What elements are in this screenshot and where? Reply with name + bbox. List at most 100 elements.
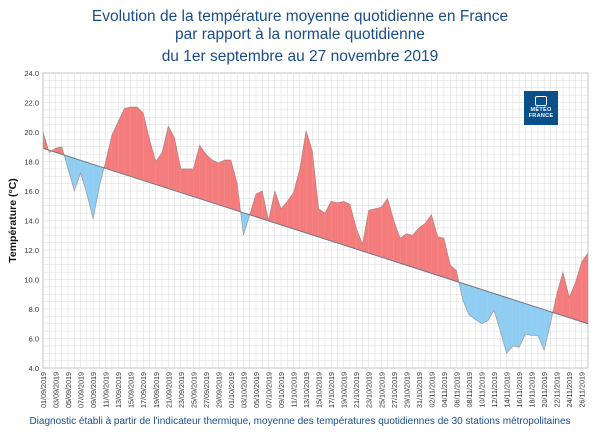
area-above-normal — [205, 154, 213, 203]
logo-emblem-icon — [535, 96, 547, 106]
x-tick-label: 13/10/2019 — [302, 372, 311, 408]
area-above-normal — [324, 201, 332, 242]
x-tick-label: 29/10/2019 — [402, 372, 411, 408]
x-tick-label: 20/11/2019 — [540, 372, 549, 407]
x-tick-label: 11/09/2019 — [102, 372, 111, 407]
x-tick-label: 03/09/2019 — [52, 372, 61, 408]
x-tick-label: 14/11/2019 — [503, 372, 512, 407]
area-above-normal — [187, 168, 194, 197]
area-above-normal — [418, 223, 426, 272]
area-above-normal — [450, 264, 457, 282]
x-tick-label: 01/09/2019 — [39, 372, 48, 408]
area-above-normal — [375, 207, 382, 258]
area-above-normal — [149, 139, 156, 185]
area-below-normal — [462, 283, 469, 315]
x-tick-label: 24/11/2019 — [565, 372, 574, 407]
area-below-normal — [506, 297, 513, 354]
normal-line — [42, 147, 589, 325]
area-above-normal — [381, 198, 388, 260]
x-tick-label: 19/09/2019 — [152, 372, 161, 408]
x-tick-label: 29/09/2019 — [214, 372, 223, 408]
area-above-normal — [406, 233, 413, 268]
x-tick-label: 18/11/2019 — [528, 372, 537, 407]
x-tick-label: 27/09/2019 — [202, 372, 211, 408]
area-above-normal — [556, 272, 563, 316]
y-tick-label: 10.0 — [24, 276, 39, 285]
chart-title-line-2: par rapport à la normale quotidienne — [175, 26, 425, 43]
temperature-series-line — [42, 106, 589, 354]
area-above-normal — [299, 130, 307, 233]
area-above-normal — [362, 210, 369, 254]
area-above-normal — [569, 282, 576, 320]
y-tick-label: 4.0 — [29, 364, 39, 373]
area-above-normal — [443, 238, 451, 280]
x-tick-label: 15/09/2019 — [127, 372, 136, 408]
chart-subtitle-dates: du 1er septembre au 27 novembre 2019 — [161, 48, 439, 65]
x-tick-label: 25/09/2019 — [189, 372, 198, 408]
logo-text-line-1: MÉTÉO — [530, 107, 552, 113]
area-below-normal — [475, 287, 482, 324]
area-above-normal — [174, 137, 181, 193]
area-above-normal — [312, 151, 319, 237]
x-tick-label: 13/09/2019 — [114, 372, 123, 408]
area-above-normal — [562, 272, 570, 318]
x-tick-label: 04/11/2019 — [440, 372, 449, 407]
area-above-normal — [199, 145, 206, 201]
x-tick-label: 27/10/2019 — [390, 372, 399, 408]
area-above-normal — [387, 198, 394, 262]
area-below-normal — [544, 309, 551, 351]
x-tick-label: 11/10/2019 — [290, 372, 299, 407]
x-tick-label: 26/11/2019 — [578, 372, 587, 407]
area-above-normal — [105, 134, 112, 171]
chart-footer-note: Diagnostic établi à partir de l'indicate… — [29, 416, 571, 427]
area-above-normal — [162, 126, 169, 189]
area-below-normal — [481, 289, 488, 324]
y-tick-label: 22.0 — [24, 99, 39, 108]
area-below-normal — [494, 293, 501, 332]
area-above-normal — [337, 201, 344, 246]
area-above-normal — [143, 112, 150, 183]
y-axis-title: Température (°C) — [7, 178, 19, 263]
area-above-normal — [180, 168, 188, 195]
x-tick-label: 22/11/2019 — [553, 372, 562, 407]
area-below-normal — [468, 285, 476, 320]
area-above-normal — [193, 145, 200, 199]
area-below-normal — [74, 158, 81, 191]
x-tick-label: 02/11/2019 — [427, 372, 436, 407]
area-below-normal — [487, 291, 495, 321]
chart-title-line-1: Evolution de la température moyenne quot… — [91, 8, 509, 25]
x-tick-label: 09/09/2019 — [89, 372, 98, 408]
area-above-normal — [230, 160, 238, 211]
area-below-normal — [525, 303, 532, 336]
area-above-normal — [400, 233, 407, 266]
x-tick-label: 23/10/2019 — [365, 372, 374, 408]
area-above-normal — [168, 126, 175, 191]
x-tick-label: 03/10/2019 — [239, 372, 248, 408]
logo-text-line-2: FRANCE — [528, 113, 554, 119]
area-below-normal — [68, 156, 75, 191]
x-tick-label: 12/11/2019 — [490, 372, 499, 407]
area-above-normal — [155, 152, 163, 187]
x-tick-label: 07/09/2019 — [77, 372, 86, 408]
area-above-normal — [318, 208, 325, 240]
area-above-normal — [118, 108, 125, 175]
meteo-france-logo: MÉTÉO FRANCE — [524, 91, 558, 125]
area-above-normal — [124, 106, 131, 177]
area-above-normal — [356, 227, 363, 252]
y-tick-label: 16.0 — [24, 187, 39, 196]
x-tick-label: 09/10/2019 — [277, 372, 286, 408]
y-tick-label: 20.0 — [24, 128, 39, 137]
area-above-normal — [349, 204, 357, 250]
y-tick-label: 6.0 — [29, 335, 39, 344]
area-above-normal — [255, 191, 263, 219]
area-above-normal — [218, 160, 225, 207]
area-above-normal — [212, 160, 219, 205]
area-above-normal — [287, 192, 294, 229]
area-below-normal — [500, 295, 507, 354]
area-above-normal — [306, 130, 313, 235]
area-above-normal — [293, 168, 300, 231]
area-below-normal — [519, 301, 526, 348]
area-above-normal — [224, 160, 231, 209]
area-below-normal — [93, 164, 100, 220]
x-tick-label: 17/10/2019 — [327, 372, 336, 408]
